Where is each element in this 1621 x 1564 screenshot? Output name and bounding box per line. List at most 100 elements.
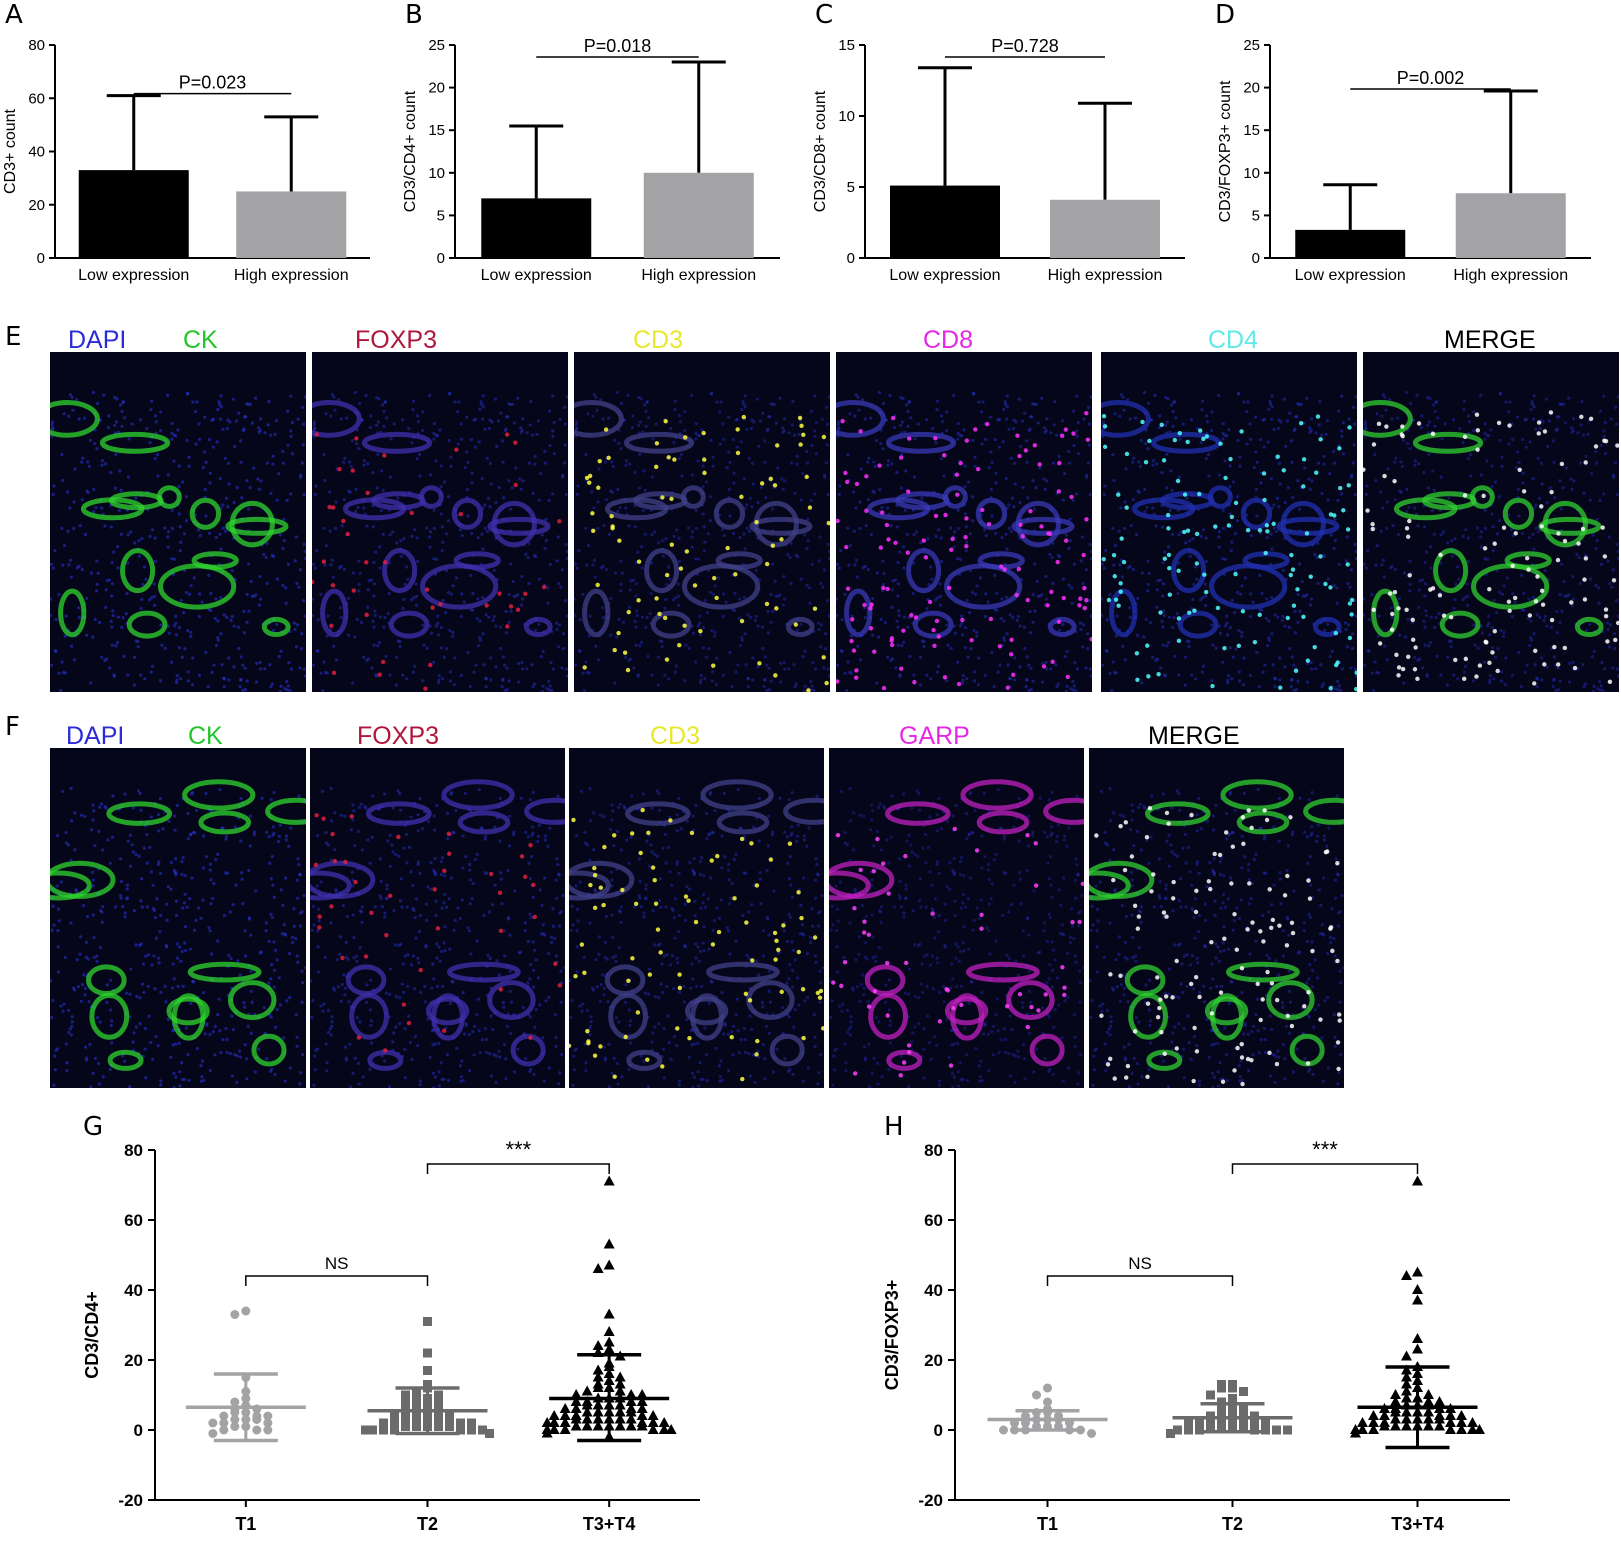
- positive-cell: [557, 983, 562, 988]
- positive-cell: [321, 816, 326, 821]
- nucleus: [1586, 432, 1590, 436]
- nucleus: [532, 682, 537, 686]
- nucleus: [364, 1000, 369, 1004]
- nucleus: [1615, 667, 1619, 671]
- nucleus: [939, 559, 944, 563]
- nucleus: [1439, 475, 1443, 479]
- nucleus: [551, 429, 555, 433]
- nucleus: [177, 512, 181, 516]
- nucleus: [668, 577, 672, 581]
- nucleus: [1112, 478, 1116, 483]
- nucleus: [289, 434, 293, 438]
- nucleus: [181, 984, 185, 988]
- positive-cell: [1354, 670, 1357, 675]
- nucleus: [243, 1042, 247, 1047]
- nucleus: [97, 620, 102, 625]
- nucleus: [882, 571, 886, 575]
- nucleus: [1023, 646, 1027, 651]
- nucleus: [57, 592, 61, 596]
- nucleus: [1364, 566, 1368, 570]
- nucleus: [203, 487, 207, 492]
- nucleus: [247, 562, 251, 566]
- nucleus: [231, 903, 235, 907]
- nucleus: [67, 563, 71, 567]
- nucleus: [1065, 649, 1069, 653]
- nucleus: [1142, 390, 1147, 395]
- nucleus: [53, 649, 57, 653]
- nucleus: [97, 829, 101, 833]
- nucleus: [351, 884, 355, 888]
- nucleus: [1570, 426, 1574, 430]
- nucleus: [1606, 559, 1610, 563]
- nucleus: [1345, 645, 1350, 649]
- nucleus: [825, 443, 829, 447]
- nucleus: [624, 459, 629, 463]
- nucleus: [1332, 449, 1336, 454]
- nucleus: [1597, 586, 1601, 590]
- nucleus: [498, 1055, 502, 1059]
- nucleus: [636, 550, 640, 554]
- nucleus: [1131, 498, 1135, 502]
- gland: [365, 801, 432, 826]
- bar: [1050, 199, 1160, 258]
- nucleus: [177, 626, 182, 630]
- nucleus: [1242, 400, 1246, 404]
- nucleus: [508, 1031, 513, 1035]
- nucleus: [140, 905, 144, 909]
- nucleus: [588, 921, 592, 925]
- nucleus: [68, 393, 72, 397]
- nucleus: [378, 894, 382, 898]
- nucleus: [925, 673, 929, 677]
- nucleus: [213, 616, 217, 621]
- nucleus: [378, 566, 382, 570]
- nucleus: [791, 400, 795, 404]
- nucleus: [208, 1032, 212, 1036]
- nucleus: [1429, 615, 1433, 619]
- positive-cell: [799, 423, 804, 428]
- nucleus: [351, 571, 356, 575]
- nucleus: [378, 640, 382, 645]
- nucleus: [494, 665, 498, 669]
- nucleus: [375, 486, 380, 490]
- nucleus: [286, 443, 290, 448]
- nucleus: [660, 645, 664, 649]
- nucleus: [1420, 578, 1425, 582]
- nucleus: [916, 422, 920, 426]
- nucleus: [197, 906, 201, 910]
- nucleus: [199, 1064, 203, 1068]
- nucleus: [713, 584, 717, 588]
- nucleus: [894, 666, 898, 670]
- nucleus: [952, 530, 957, 534]
- nucleus: [1061, 498, 1065, 502]
- nucleus: [661, 539, 665, 543]
- nucleus: [885, 655, 890, 659]
- nucleus: [1061, 577, 1066, 581]
- nucleus: [1466, 559, 1471, 563]
- nucleus: [352, 935, 356, 940]
- nucleus: [166, 885, 170, 889]
- nucleus: [1499, 670, 1503, 674]
- nucleus: [330, 1015, 334, 1019]
- positive-cell: [424, 587, 430, 592]
- nucleus: [489, 1014, 493, 1018]
- nucleus: [1211, 643, 1215, 647]
- nucleus: [1080, 645, 1085, 649]
- nucleus: [207, 531, 212, 535]
- nucleus: [358, 946, 362, 950]
- nucleus: [329, 786, 333, 791]
- nucleus: [1121, 644, 1125, 648]
- nucleus: [472, 670, 476, 674]
- nucleus: [493, 825, 497, 829]
- nucleus: [1598, 679, 1602, 684]
- positive-cell: [1482, 546, 1488, 551]
- nucleus: [698, 614, 702, 618]
- nucleus: [677, 796, 681, 801]
- nucleus: [740, 407, 744, 412]
- nucleus: [531, 491, 535, 495]
- nucleus: [1204, 559, 1209, 563]
- nucleus: [281, 449, 285, 454]
- nucleus: [323, 955, 327, 960]
- nucleus: [733, 591, 737, 595]
- nucleus: [945, 679, 949, 683]
- nucleus: [658, 639, 662, 643]
